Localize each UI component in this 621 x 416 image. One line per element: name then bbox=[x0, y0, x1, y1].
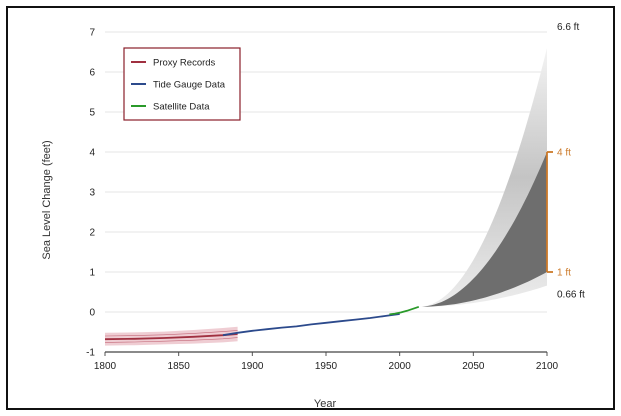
series-line-satellite-data bbox=[389, 305, 420, 316]
proxy-band-stripe bbox=[104, 337, 238, 343]
legend-label: Satellite Data bbox=[153, 102, 210, 113]
x-tick-label: 1850 bbox=[168, 361, 191, 372]
projection-label-lowest: 0.66 ft bbox=[557, 290, 585, 301]
y-tick-label: -1 bbox=[86, 348, 95, 359]
y-tick-label: 1 bbox=[89, 268, 95, 279]
series-layer bbox=[104, 305, 420, 346]
proxy-band-stripe bbox=[104, 330, 238, 337]
y-axis-title: Sea Level Change (feet) bbox=[41, 140, 53, 259]
legend: Proxy Records Tide Gauge Data Satellite Da… bbox=[123, 47, 241, 121]
x-tick-label: 1950 bbox=[315, 361, 338, 372]
series-line-tide-gauge-data bbox=[222, 313, 400, 337]
projection-label-intermediate-low: 1 ft bbox=[557, 268, 571, 279]
projection-annotations: 6.6 ft 4 ft 1 ft 0.66 ft bbox=[546, 22, 585, 301]
projection-label-highest: 6.6 ft bbox=[557, 22, 579, 33]
legend-label: Proxy Records bbox=[153, 58, 216, 69]
legend-items: Proxy Records Tide Gauge Data Satellite Da… bbox=[131, 58, 226, 113]
y-tick-label: 3 bbox=[89, 188, 95, 199]
legend-label: Tide Gauge Data bbox=[153, 80, 226, 91]
y-tick-label: 6 bbox=[89, 68, 95, 79]
x-axis-title: Year bbox=[314, 398, 337, 410]
y-tick-label: 0 bbox=[89, 308, 95, 319]
x-tick-label: 2050 bbox=[462, 361, 485, 372]
x-tick-label: 1900 bbox=[241, 361, 264, 372]
projection-fan bbox=[418, 48, 547, 307]
y-tick-label: 4 bbox=[89, 148, 95, 159]
projection-intermediate-range bbox=[418, 152, 547, 307]
x-tick-label: 1800 bbox=[94, 361, 117, 372]
y-tick-label: 5 bbox=[89, 108, 95, 119]
proxy-uncertainty-band bbox=[105, 326, 238, 346]
x-tick-label: 2000 bbox=[389, 361, 412, 372]
projection-label-intermediate-high: 4 ft bbox=[557, 148, 571, 159]
y-tick-label: 2 bbox=[89, 228, 95, 239]
axes: -1 0 1 2 3 4 5 6 7 1800 1850 1900 1950 2000 2050 2100 bbox=[86, 28, 558, 373]
x-tick-label: 2100 bbox=[536, 361, 559, 372]
y-tick-label: 7 bbox=[89, 28, 95, 39]
